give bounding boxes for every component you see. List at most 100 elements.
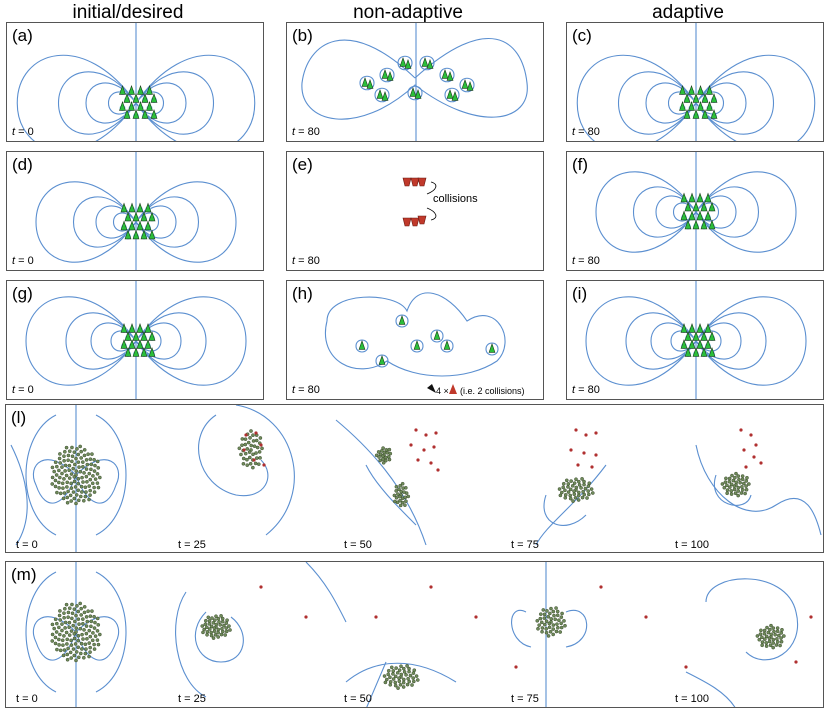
field-line: [194, 611, 244, 663]
panel-time: t = 80: [572, 255, 600, 267]
target-dot: [569, 448, 573, 452]
swarm-agent: [391, 672, 395, 676]
strip-l: (l) t = 0 t = 25 t = 50 t = 75 t = 100: [5, 404, 824, 553]
swarm-agent: [396, 492, 400, 496]
swarm-agent: [58, 632, 62, 637]
panel-time: t = 80: [292, 384, 320, 396]
swarm-agent: [74, 658, 78, 663]
swarm-agent: [65, 500, 70, 505]
field-line: [397, 55, 413, 71]
swarm-agent: [572, 492, 577, 497]
swarm-agent: [246, 440, 251, 445]
swarm-agent: [383, 680, 388, 685]
swarm-agent: [62, 648, 67, 652]
swarm-agent: [415, 678, 420, 682]
agent-marker: [124, 330, 132, 341]
swarm-agent: [762, 628, 767, 633]
swarm-agent: [61, 643, 65, 647]
target-dot: [429, 585, 433, 589]
field-line: [366, 661, 387, 707]
swarm-agent: [72, 496, 77, 501]
target-dot: [684, 665, 688, 669]
swarm-agent: [82, 605, 87, 609]
swarm-agent: [580, 477, 584, 481]
swarm-agent: [563, 488, 567, 493]
swarm-agent: [775, 637, 779, 641]
swarm-agent: [411, 676, 415, 680]
swarm-agent: [768, 643, 773, 648]
agent-marker: [683, 92, 691, 103]
swarm-agent: [560, 611, 564, 616]
swarm-agent: [55, 621, 59, 626]
swarm-agent: [93, 463, 97, 468]
swarm-agent: [67, 633, 72, 637]
swarm-agent: [65, 495, 70, 500]
field-line: [625, 312, 697, 370]
field-line: [695, 71, 775, 135]
field-line: [72, 196, 137, 248]
swarm-agent: [775, 640, 780, 644]
field-line: [135, 196, 200, 248]
swarm-agent: [544, 619, 549, 624]
swarm-agent: [557, 487, 562, 491]
swarm-agent: [224, 626, 228, 630]
agent-marker: [688, 322, 696, 333]
swarm-agent: [760, 635, 764, 640]
swarm-agent: [76, 452, 81, 457]
swarm-agent: [66, 610, 71, 615]
swarm-agent: [95, 472, 100, 476]
swarm-agent: [81, 464, 85, 469]
swarm-agent: [67, 620, 72, 625]
swarm-agent: [552, 613, 556, 618]
swarm-agent: [74, 626, 79, 630]
swarm-agent: [564, 478, 569, 483]
swarm-agent: [254, 451, 258, 455]
swarm-agent: [557, 618, 561, 623]
swarm-agent: [73, 462, 77, 467]
swarm-agent: [551, 632, 555, 637]
field-line: [632, 186, 697, 238]
swarm-agent: [53, 484, 58, 489]
agent-marker: [683, 108, 691, 119]
swarm-agent: [739, 491, 744, 495]
swarm-agent: [381, 446, 385, 450]
target-dot: [474, 615, 478, 619]
swarm-agent: [84, 615, 89, 619]
agent-marker: [124, 211, 132, 222]
swarm-agent: [566, 482, 571, 486]
swarm-agent: [388, 683, 393, 687]
target-dot: [416, 458, 420, 462]
time-value: = 80: [295, 126, 320, 138]
field-line: [655, 195, 697, 229]
agent-marker: [710, 108, 718, 119]
agent-marker: [144, 338, 152, 349]
target-dot: [754, 443, 758, 447]
agent-marker: [132, 108, 140, 119]
swarm-agent: [398, 503, 403, 508]
swarm-agent: [55, 464, 59, 469]
swarm-agent: [388, 675, 392, 680]
swarm-agent: [388, 680, 393, 684]
swarm-agent: [57, 456, 62, 461]
agent-marker: [684, 219, 692, 230]
swarm-agent: [83, 651, 88, 656]
field-line: [617, 71, 697, 135]
swarm-agent: [780, 627, 784, 632]
swarm-agent: [89, 462, 94, 467]
swarm-agent: [398, 483, 402, 488]
target-dot: [644, 615, 648, 619]
swarm-agent: [558, 630, 562, 634]
swarm-agent: [209, 624, 214, 629]
field-line: [705, 578, 799, 661]
time-value: = 0: [15, 255, 34, 267]
agent-marker: [141, 92, 149, 103]
agent-marker: [708, 219, 716, 230]
panel-e: (e) t = 80 collisions: [286, 151, 544, 271]
swarm-agent: [89, 467, 93, 472]
swarm-agent: [402, 677, 406, 682]
swarm-agent: [540, 626, 545, 630]
swarm-agent: [76, 655, 81, 660]
swarm-agent: [82, 453, 87, 458]
time-value: = 80: [575, 126, 600, 138]
swarm-agent: [566, 490, 571, 494]
